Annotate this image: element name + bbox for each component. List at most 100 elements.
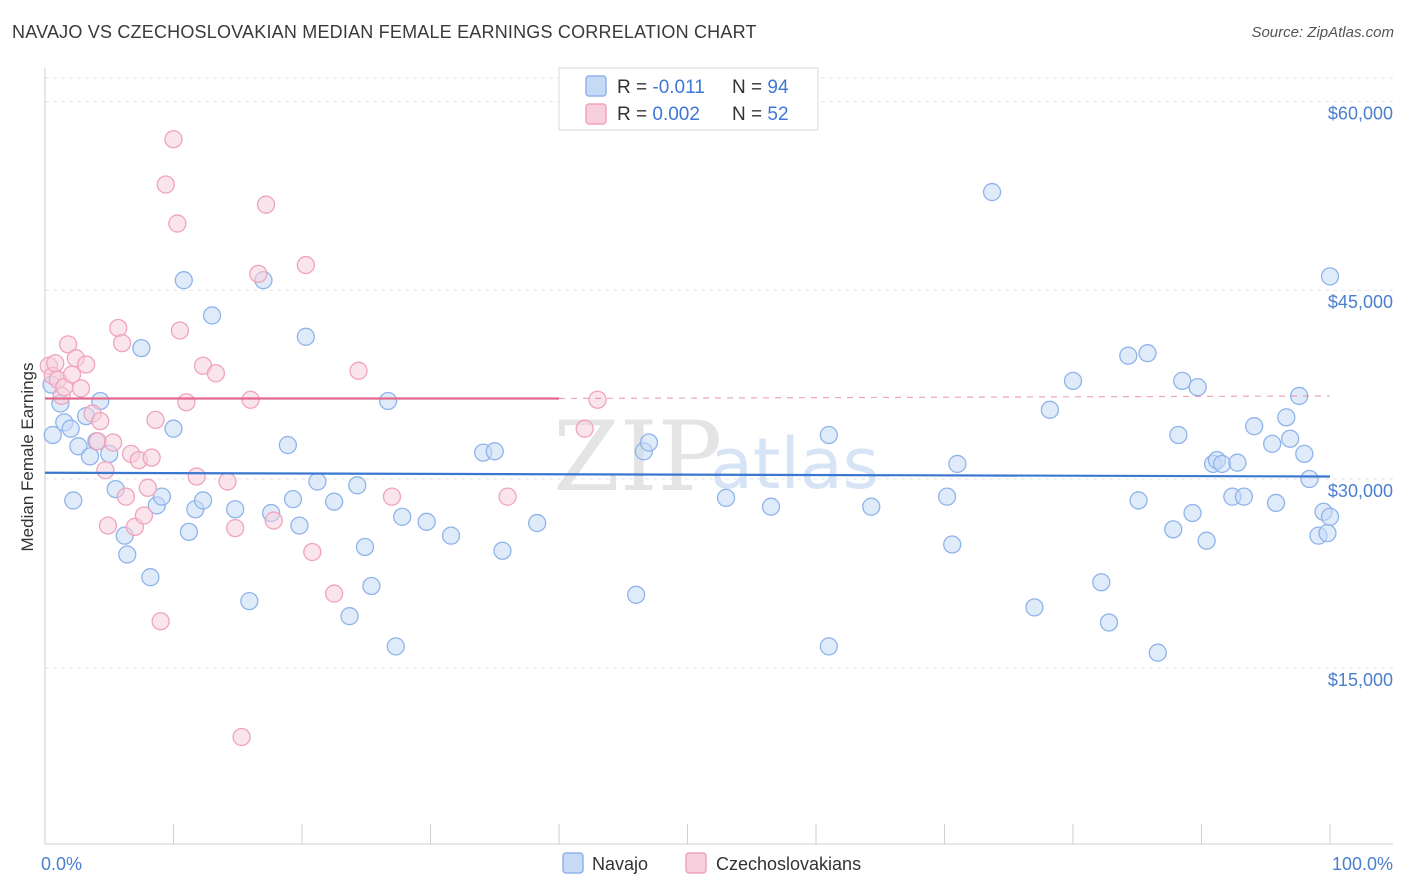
- point-navajo-6: [69, 437, 88, 456]
- x-tick-label-0: 0.0%: [41, 854, 82, 874]
- point-czechoslovakians-36: [218, 472, 237, 491]
- point-czechoslovakians-25: [142, 448, 161, 467]
- point-czechoslovakians-26: [146, 410, 165, 430]
- point-navajo-14: [118, 545, 137, 564]
- point-navajo-30: [283, 490, 303, 509]
- bottom-legend-swatch-czechoslovakians: [685, 852, 707, 874]
- point-navajo-83: [1266, 493, 1286, 513]
- watermark: ZIP atlas: [553, 401, 879, 513]
- point-navajo-58: [948, 454, 967, 474]
- series-czechoslovakians-points: [39, 92, 607, 747]
- legend-n-label-1: N =: [732, 104, 767, 125]
- bottom-legend-label-navajo: Navajo: [592, 854, 648, 874]
- point-czechoslovakians-9: [71, 379, 91, 398]
- point-navajo-24: [202, 306, 222, 325]
- y-tick-labels: $15,000 $30,000 $45,000 $60,000: [1328, 103, 1393, 689]
- legend-r-value-1: 0.002: [652, 104, 700, 125]
- point-navajo-56: [937, 487, 957, 506]
- svg-text:N = 52: N = 52: [732, 104, 789, 125]
- point-czechoslovakians-6: [58, 335, 78, 354]
- point-czechoslovakians-31: [170, 321, 190, 340]
- point-navajo-16: [141, 568, 160, 587]
- point-navajo-77: [1212, 454, 1232, 474]
- point-navajo-84: [1277, 408, 1296, 427]
- point-czechoslovakians-13: [91, 411, 110, 431]
- y-tick-label-0: $15,000: [1328, 670, 1393, 690]
- point-navajo-26: [240, 591, 259, 611]
- legend-r-value-0: -0.011: [652, 77, 704, 98]
- point-navajo-87: [1295, 444, 1314, 464]
- point-navajo-48: [626, 585, 646, 604]
- point-navajo-35: [340, 607, 359, 626]
- point-czechoslovakians-29: [164, 130, 183, 149]
- x-tick-label-1: 100.0%: [1332, 854, 1393, 874]
- point-czechoslovakians-41: [256, 195, 276, 214]
- y-tick-label-3: $60,000: [1328, 103, 1393, 123]
- point-czechoslovakians-18: [112, 333, 132, 353]
- series-navajo-points: [42, 182, 1340, 662]
- chart-title: NAVAJO VS CZECHOSLOVAKIAN MEDIAN FEMALE …: [12, 22, 757, 42]
- point-czechoslovakians-24: [138, 478, 157, 497]
- point-navajo-33: [308, 472, 327, 491]
- point-navajo-88: [1300, 469, 1319, 489]
- series-legend: Navajo Czechoslovakians: [562, 852, 861, 874]
- point-navajo-39: [378, 391, 398, 411]
- point-navajo-52: [761, 497, 781, 516]
- point-navajo-66: [1129, 491, 1148, 510]
- point-czechoslovakians-23: [134, 506, 154, 525]
- point-navajo-31: [290, 516, 309, 535]
- point-czechoslovakians-37: [226, 518, 245, 538]
- point-czechoslovakians-44: [303, 542, 322, 562]
- point-navajo-57: [943, 535, 962, 554]
- point-czechoslovakians-38: [232, 727, 251, 747]
- point-navajo-41: [393, 507, 412, 526]
- point-navajo-15: [132, 338, 151, 358]
- point-navajo-21: [179, 522, 199, 542]
- point-navajo-54: [819, 425, 838, 445]
- point-czechoslovakians-32: [177, 393, 196, 412]
- point-navajo-70: [1169, 425, 1188, 445]
- point-navajo-34: [324, 492, 344, 511]
- point-czechoslovakians-10: [76, 355, 96, 374]
- point-navajo-23: [193, 491, 213, 510]
- point-czechoslovakians-15: [98, 516, 118, 535]
- legend-r-label-1: R =: [617, 104, 652, 125]
- svg-text:R = -0.011: R = -0.011: [617, 77, 705, 98]
- point-navajo-74: [1197, 531, 1216, 550]
- point-navajo-82: [1263, 434, 1282, 453]
- point-navajo-51: [716, 488, 736, 508]
- legend-n-value-0: 94: [767, 77, 789, 98]
- point-navajo-64: [1099, 613, 1119, 632]
- point-navajo-38: [362, 576, 381, 596]
- point-navajo-60: [1025, 598, 1044, 617]
- point-navajo-91: [1318, 523, 1337, 543]
- point-navajo-63: [1092, 573, 1111, 592]
- point-navajo-65: [1119, 346, 1138, 365]
- point-navajo-85: [1281, 429, 1300, 448]
- point-navajo-72: [1183, 503, 1202, 523]
- point-navajo-40: [386, 637, 405, 656]
- point-navajo-45: [485, 442, 504, 461]
- point-czechoslovakians-42: [264, 511, 283, 530]
- point-czechoslovakians-17: [109, 318, 128, 338]
- bottom-legend-swatch-navajo: [562, 852, 584, 874]
- legend-swatch-czechoslovakians: [585, 103, 607, 125]
- point-navajo-68: [1148, 643, 1167, 662]
- point-czechoslovakians-35: [206, 364, 226, 383]
- point-navajo-92: [1320, 507, 1340, 526]
- point-czechoslovakians-51: [588, 390, 607, 409]
- point-czechoslovakians-40: [249, 264, 268, 284]
- trend-line-czechoslovakians-dashed: [558, 395, 1331, 400]
- point-navajo-81: [1245, 417, 1264, 436]
- point-navajo-55: [862, 497, 881, 516]
- point-czechoslovakians-12: [88, 432, 107, 451]
- point-navajo-69: [1164, 520, 1183, 539]
- point-navajo-43: [441, 526, 461, 545]
- point-czechoslovakians-39: [241, 390, 260, 409]
- correlation-legend: R = -0.011 N = 94 R = 0.002 N = 52: [558, 67, 819, 131]
- point-czechoslovakians-16: [103, 433, 123, 452]
- point-navajo-50: [639, 433, 659, 452]
- point-navajo-4: [61, 419, 80, 438]
- gridlines: [45, 77, 1393, 669]
- point-navajo-8: [80, 447, 100, 466]
